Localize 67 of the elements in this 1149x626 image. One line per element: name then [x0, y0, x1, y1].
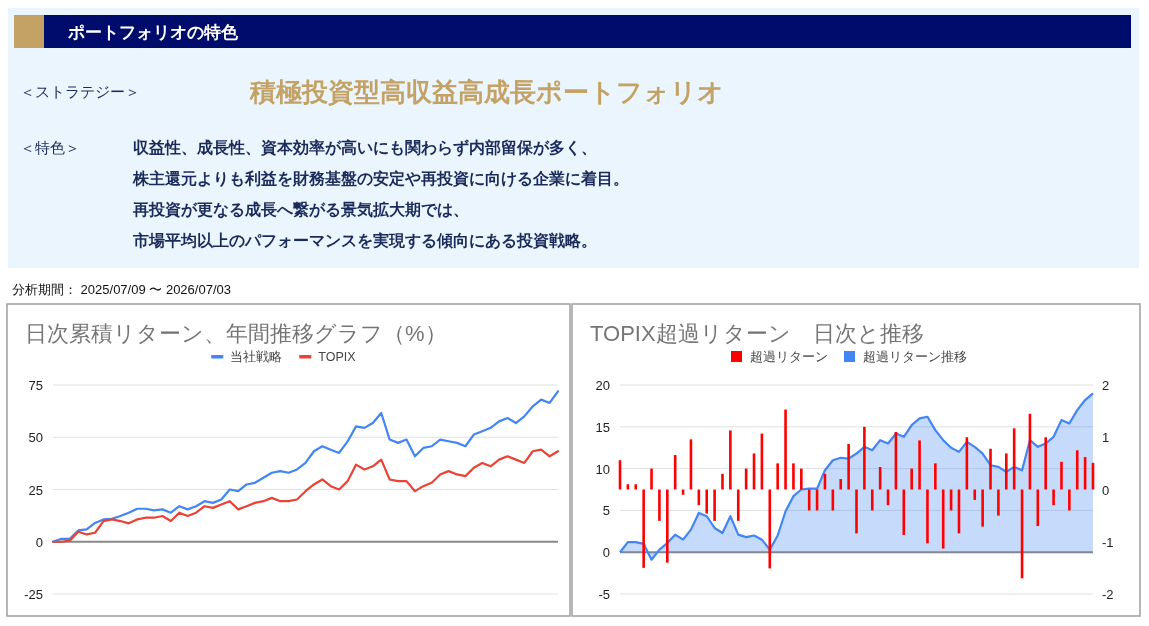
- bar: [776, 463, 779, 490]
- y-tick-label: 20: [595, 378, 610, 393]
- bar: [997, 489, 1000, 516]
- y-tick-label: 5: [602, 503, 610, 519]
- bar: [721, 473, 724, 490]
- legend-label: 当社戦略: [230, 350, 283, 364]
- bar: [1068, 489, 1071, 511]
- bar: [855, 489, 858, 534]
- bar: [658, 489, 661, 521]
- text: 株主還元よりも利益を財務基盤の安定や再投資に向ける企業に着目。: [132, 169, 629, 188]
- legend-label: 超過リターン: [750, 350, 828, 364]
- bar: [941, 489, 945, 549]
- text: 積極投資型高収益高成長ポートフォリオ: [249, 77, 724, 107]
- bar: [1060, 461, 1063, 490]
- bar: [729, 430, 732, 490]
- bar: [1075, 450, 1079, 490]
- bar: [736, 489, 740, 521]
- bar: [973, 489, 977, 500]
- text: 分析期間： 2025/07/09 〜 2026/07/03: [12, 282, 231, 297]
- bar: [870, 489, 874, 511]
- chart-title: 日次累積リターン、年間推移グラフ（%）: [25, 321, 447, 346]
- bar: [847, 444, 850, 490]
- y-tick-label: -5: [598, 587, 610, 602]
- y2-tick-label: 2: [1102, 378, 1110, 393]
- bar: [910, 468, 913, 490]
- bar: [934, 463, 937, 490]
- bar: [1004, 453, 1008, 490]
- y-tick-label: 50: [28, 430, 43, 446]
- y-tick-label: 0: [602, 545, 610, 561]
- bar: [705, 489, 709, 514]
- text: ＜特色＞: [20, 139, 80, 156]
- y2-tick-label: -1: [1102, 534, 1114, 550]
- legend-label: 超過リターン推移: [863, 350, 967, 364]
- bar: [768, 489, 772, 569]
- text: ＜ストラテジー＞: [20, 83, 140, 100]
- bar: [784, 409, 787, 490]
- text: 再投資が更なる成長へ繋がる景気拡大期では、: [132, 201, 469, 219]
- text: ポートフォリオの特色: [67, 23, 239, 42]
- y-tick-label: 10: [595, 461, 610, 477]
- bar: [839, 479, 843, 490]
- bar: [981, 489, 984, 527]
- bar: [989, 448, 992, 490]
- bar: [650, 468, 653, 490]
- bar: [642, 489, 645, 568]
- bar: [713, 489, 716, 521]
- y-tick-label: 0: [35, 534, 43, 550]
- bar: [1044, 437, 1047, 490]
- bar: [926, 489, 929, 544]
- bar: [1052, 489, 1055, 506]
- y-tick-label: 25: [28, 482, 43, 498]
- bar: [800, 468, 803, 490]
- y2-tick-label: -2: [1102, 587, 1114, 602]
- bar: [666, 489, 669, 563]
- y2-tick-label: 0: [1102, 482, 1110, 498]
- bar: [807, 489, 811, 511]
- text: 収益性、成長性、資本効率が高いにも関わらず内部留保が多く、: [133, 138, 597, 157]
- y-tick-label: 75: [28, 378, 43, 393]
- bar: [634, 484, 638, 490]
- y-tick-label: -25: [24, 587, 43, 602]
- bar: [918, 440, 921, 490]
- legend-label: TOPIX: [318, 350, 357, 364]
- bar: [792, 463, 795, 490]
- chart-title: TOPIX超過リターン 日次と推移: [590, 321, 924, 346]
- y2-tick-label: 1: [1102, 430, 1110, 446]
- y-tick-label: 15: [595, 419, 610, 435]
- bar: [863, 426, 866, 490]
- text: 市場平均以上のパフォーマンスを実現する傾向にある投資戦略。: [132, 231, 597, 250]
